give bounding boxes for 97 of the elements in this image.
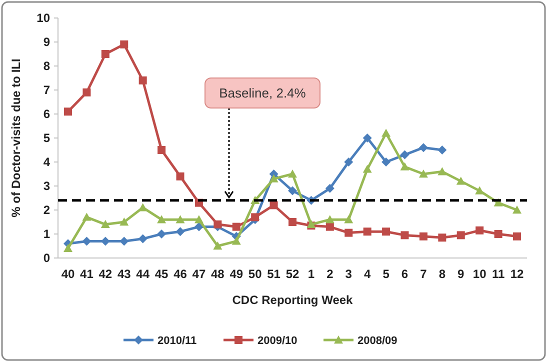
x-tick-label: 50 [248,267,262,281]
point [344,215,354,224]
ref-line-label: Baseline, 2.4% [219,86,306,101]
x-tick-label: 47 [192,267,206,281]
x-tick-label: 49 [230,267,244,281]
point [157,230,166,238]
legend-label: 2010/11 [158,334,197,347]
x-tick-label: 51 [267,267,281,281]
point [400,162,410,170]
point [176,227,185,236]
y-tick-label: 6 [43,107,50,122]
point [418,170,428,178]
y-tick-label: 10 [36,11,50,26]
x-tick-label: 44 [136,267,150,281]
point [513,232,521,240]
x-tick-label: 6 [401,267,408,281]
point [438,234,446,242]
x-axis-title: CDC Reporting Week [232,293,354,307]
point [158,146,166,154]
point [456,176,466,185]
point [82,212,92,221]
y-tick-label: 7 [43,83,50,98]
point [120,40,128,48]
point [494,230,502,238]
x-tick-label: 12 [510,267,524,281]
y-tick-label: 5 [43,131,50,146]
legend-label: 2008/09 [358,334,398,347]
point [269,174,278,182]
point [418,143,428,152]
point [213,242,222,250]
point [101,50,110,58]
point [325,215,334,224]
point [176,172,184,180]
y-tick-label: 2 [43,203,50,218]
point [512,206,522,214]
y-axis-title: % of Doctor-visits due to ILI [9,58,23,218]
point [325,184,334,193]
point [382,158,391,166]
point [456,231,465,240]
y-tick-label: 0 [43,251,50,266]
y-tick-label: 1 [43,227,50,242]
point [82,88,91,96]
point [100,220,110,228]
point [438,146,447,154]
x-tick-label: 1 [308,267,315,281]
point [400,231,409,240]
x-tick-label: 5 [382,267,390,281]
x-tick-label: 9 [458,267,465,281]
point [270,201,278,210]
x-tick-label: 3 [345,267,352,281]
point [120,218,129,226]
point [288,186,297,196]
x-tick-label: 10 [472,267,487,281]
x-tick-label: 52 [286,267,300,281]
point [344,158,354,166]
y-tick-label: 3 [43,179,50,194]
point [232,222,240,231]
point [363,228,372,236]
y-tick-label: 4 [43,155,50,170]
point [344,228,353,237]
x-tick-label: 2 [326,267,334,281]
x-tick-label: 40 [61,267,75,281]
x-tick-label: 11 [492,267,505,281]
point [138,76,147,84]
point [176,215,185,224]
x-tick-label: 7 [420,267,428,281]
point [438,167,447,176]
x-tick-label: 48 [210,267,225,281]
y-tick-label: 9 [43,35,50,50]
point [288,218,296,226]
point [64,244,72,252]
point [400,150,410,160]
legend-label: 2009/10 [258,334,298,347]
x-tick-label: 45 [154,267,169,281]
point [64,108,72,116]
x-tick-label: 41 [80,267,94,281]
point [138,234,148,244]
point [232,236,241,245]
x-tick-label: 42 [98,267,112,281]
x-tick-label: 8 [438,267,446,281]
point [382,128,391,137]
point [194,222,204,232]
point [362,134,372,142]
point [194,215,204,224]
x-tick-label: 46 [174,267,188,281]
point [362,164,372,173]
x-tick-label: 43 [117,267,132,281]
point [382,228,390,236]
point [251,213,260,222]
point [476,226,484,234]
point [326,222,334,231]
point [214,220,222,228]
y-tick-label: 8 [43,59,50,74]
point [157,215,166,224]
point [288,170,297,178]
x-tick-label: 4 [364,267,371,281]
point [419,232,428,240]
